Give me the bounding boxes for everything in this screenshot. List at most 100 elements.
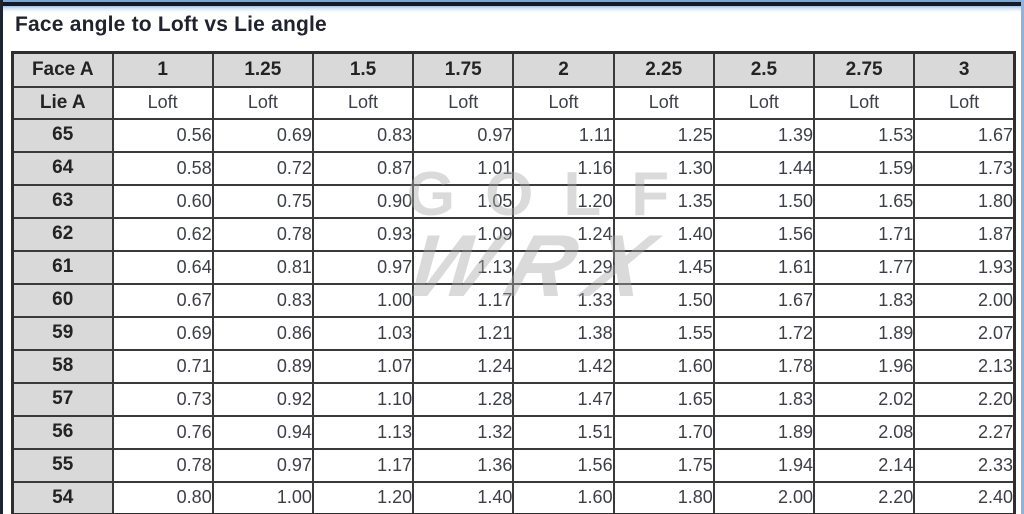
loft-value-cell: 1.51 (512, 414, 615, 450)
table-row: 54 0.80 1.00 1.20 1.40 1.60 1.80 2.00 2.20 2.40 (11, 480, 1016, 514)
loft-value-cell: 0.81 (211, 249, 314, 285)
table-row: 59 0.69 0.86 1.03 1.21 1.38 1.55 1.72 1.89 2.07 (11, 315, 1016, 351)
face-angle-header-cell: 1.75 (412, 51, 515, 88)
loft-value-cell: 1.60 (612, 348, 715, 384)
loft-value-cell: 1.42 (512, 348, 615, 384)
loft-value-cell: 1.56 (512, 447, 615, 483)
loft-value-cell: 1.83 (813, 282, 916, 318)
loft-value-cell: 0.86 (211, 315, 314, 351)
loft-value-cell: 1.13 (412, 249, 515, 285)
loft-value-cell: 0.83 (211, 282, 314, 318)
loft-value-cell: 0.69 (111, 315, 214, 351)
loft-value-cell: 1.13 (311, 414, 415, 450)
face-angle-loft-lie-table: Face A 1 1.25 1.5 1.75 2 2.25 2.5 2.75 3 Lie A Loft… (11, 51, 1016, 514)
loft-value-cell: 2.07 (913, 315, 1016, 351)
table-row: 60 0.67 0.83 1.00 1.17 1.33 1.50 1.67 1.83 2.00 (11, 282, 1016, 318)
loft-value-cell: 0.89 (211, 348, 314, 384)
page-title: Face angle to Loft vs Lie angle (15, 13, 327, 36)
loft-value-cell: 1.80 (913, 183, 1016, 219)
lie-angle-cell: 62 (11, 216, 114, 252)
lie-angle-cell: 65 (11, 117, 114, 153)
top-border-rule (3, 0, 1021, 12)
loft-value-cell: 1.70 (612, 414, 715, 450)
loft-subheader-cell: Loft (512, 85, 615, 120)
loft-value-cell: 1.24 (412, 348, 515, 384)
loft-value-cell: 2.02 (813, 381, 916, 417)
face-angle-header-cell: 2.5 (712, 51, 816, 88)
loft-value-cell: 0.90 (311, 183, 415, 219)
loft-subheader-cell: Loft (813, 85, 916, 120)
loft-value-cell: 1.01 (412, 150, 515, 186)
loft-value-cell: 1.39 (712, 117, 816, 153)
loft-value-cell: 1.10 (311, 381, 415, 417)
loft-value-cell: 1.93 (913, 249, 1016, 285)
lie-angle-cell: 64 (11, 150, 114, 186)
table-body: 65 0.56 0.69 0.83 0.97 1.11 1.25 1.39 1.53 1.67 64… (11, 117, 1016, 514)
loft-value-cell: 1.35 (612, 183, 715, 219)
loft-value-cell: 1.21 (412, 315, 515, 351)
loft-value-cell: 1.67 (712, 282, 816, 318)
loft-value-cell: 0.78 (211, 216, 314, 252)
loft-value-cell: 1.40 (612, 216, 715, 252)
lie-angle-cell: 60 (11, 282, 114, 318)
loft-value-cell: 0.92 (211, 381, 314, 417)
loft-value-cell: 1.03 (311, 315, 415, 351)
loft-value-cell: 1.09 (412, 216, 515, 252)
table-row: 57 0.73 0.92 1.10 1.28 1.47 1.65 1.83 2.02 2.20 (11, 381, 1016, 417)
loft-value-cell: 1.89 (813, 315, 916, 351)
loft-value-cell: 1.45 (612, 249, 715, 285)
loft-value-cell: 2.40 (913, 480, 1016, 514)
loft-value-cell: 1.67 (913, 117, 1016, 153)
loft-value-cell: 0.73 (111, 381, 214, 417)
corner-header-cell: Face A (11, 51, 114, 88)
table-row: 64 0.58 0.72 0.87 1.01 1.16 1.30 1.44 1.59 1.73 (11, 150, 1016, 186)
table-row: 56 0.76 0.94 1.13 1.32 1.51 1.70 1.89 2.08 2.27 (11, 414, 1016, 450)
loft-value-cell: 0.93 (311, 216, 415, 252)
loft-value-cell: 1.38 (512, 315, 615, 351)
loft-value-cell: 1.20 (311, 480, 415, 514)
loft-value-cell: 1.25 (612, 117, 715, 153)
loft-value-cell: 1.75 (612, 447, 715, 483)
loft-value-cell: 0.75 (211, 183, 314, 219)
loft-subheader-cell: Loft (913, 85, 1016, 120)
loft-value-cell: 1.16 (512, 150, 615, 186)
loft-value-cell: 0.67 (111, 282, 214, 318)
loft-value-cell: 1.29 (512, 249, 615, 285)
face-angle-header-cell: 1.25 (211, 51, 314, 88)
loft-value-cell: 0.62 (111, 216, 214, 252)
loft-value-cell: 1.94 (712, 447, 816, 483)
loft-value-cell: 1.40 (412, 480, 515, 514)
table-row: 55 0.78 0.97 1.17 1.36 1.56 1.75 1.94 2.14 2.33 (11, 447, 1016, 483)
loft-value-cell: 1.77 (813, 249, 916, 285)
loft-subheader-cell: Loft (612, 85, 715, 120)
loft-value-cell: 0.83 (311, 117, 415, 153)
loft-value-cell: 0.80 (111, 480, 214, 514)
lie-angle-cell: 54 (11, 480, 114, 514)
loft-subheader-cell: Loft (311, 85, 415, 120)
loft-value-cell: 0.76 (111, 414, 214, 450)
loft-value-cell: 1.50 (612, 282, 715, 318)
face-angle-header-cell: 2.25 (612, 51, 715, 88)
table-header: Face A 1 1.25 1.5 1.75 2 2.25 2.5 2.75 3 Lie A Loft… (11, 51, 1016, 120)
loft-value-cell: 1.61 (712, 249, 816, 285)
loft-value-cell: 2.13 (913, 348, 1016, 384)
loft-value-cell: 1.59 (813, 150, 916, 186)
loft-value-cell: 2.20 (913, 381, 1016, 417)
face-angle-header-cell: 1.5 (311, 51, 415, 88)
loft-value-cell: 1.73 (913, 150, 1016, 186)
loft-value-cell: 1.89 (712, 414, 816, 450)
loft-value-cell: 2.00 (712, 480, 816, 514)
lie-angle-cell: 56 (11, 414, 114, 450)
header-row-loft: Lie A Loft Loft Loft Loft Loft Loft Loft Loft Lof… (11, 85, 1016, 120)
loft-value-cell: 1.00 (211, 480, 314, 514)
loft-value-cell: 1.17 (311, 447, 415, 483)
loft-value-cell: 1.87 (913, 216, 1016, 252)
loft-value-cell: 1.00 (311, 282, 415, 318)
loft-value-cell: 1.56 (712, 216, 816, 252)
loft-value-cell: 0.87 (311, 150, 415, 186)
table-row: 61 0.64 0.81 0.97 1.13 1.29 1.45 1.61 1.77 1.93 (11, 249, 1016, 285)
loft-value-cell: 1.96 (813, 348, 916, 384)
loft-value-cell: 1.72 (712, 315, 816, 351)
loft-value-cell: 2.08 (813, 414, 916, 450)
